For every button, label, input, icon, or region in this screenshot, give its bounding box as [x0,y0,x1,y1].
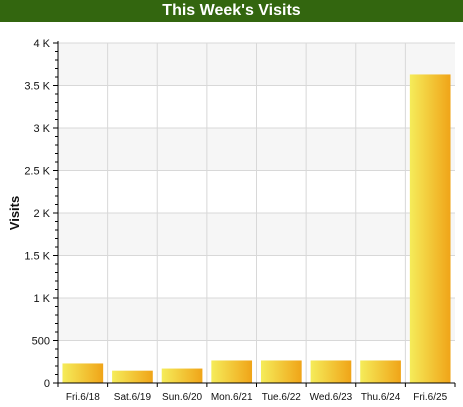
chart-title-bar: This Week's Visits [0,0,463,22]
y-axis-title: Visits [7,196,22,230]
y-tick-label: 3 K [33,123,50,135]
bar-mon-6-21 [211,360,253,383]
x-category-label: Wed.6/23 [310,392,353,403]
bar-wed-6-23 [310,360,352,383]
y-tick-label: 4 K [33,38,50,50]
x-category-label: Tue.6/22 [262,392,302,403]
y-tick-label: 1 K [33,293,50,305]
bar-fri-6-18 [62,363,104,383]
x-category-label: Sun.6/20 [162,392,202,403]
y-tick-label: 0 [44,378,50,390]
y-tick-label: 500 [32,336,50,348]
bar-sun-6-20 [161,368,203,383]
axes [53,41,456,387]
y-tick-label: 3.5 K [24,81,50,93]
y-tick-label: 2 K [33,208,50,220]
x-category-label: Sat.6/19 [114,392,152,403]
bar-sat-6-19 [112,370,153,383]
y-tick-label: 1.5 K [24,251,50,263]
x-category-label: Thu.6/24 [361,392,401,403]
y-axis-ticks: 0 500 1 K 1.5 K 2 K 2.5 K 3 K 3.5 K 4 K [24,38,50,390]
bar-thu-6-24 [360,360,401,383]
bar-series [62,74,451,383]
x-axis-labels: Fri.6/18 Sat.6/19 Sun.6/20 Mon.6/21 Tue.6/22… [66,392,448,403]
x-category-label: Mon.6/21 [211,392,253,403]
x-category-label: Fri.6/18 [66,392,100,403]
y-tick-label: 2.5 K [24,166,50,178]
chart-title: This Week's Visits [162,2,301,19]
bar-tue-6-22 [260,360,302,383]
grid-lines [58,42,455,383]
x-category-label: Fri.6/25 [413,392,447,403]
bar-fri-6-25 [409,74,451,383]
